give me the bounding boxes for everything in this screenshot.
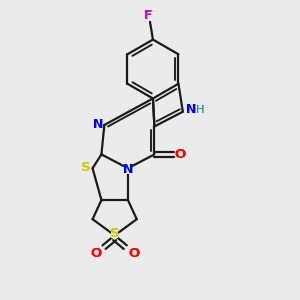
Bar [197, 106, 202, 113]
Text: S: S [110, 227, 119, 240]
Text: N: N [123, 163, 133, 176]
Text: O: O [90, 247, 101, 260]
Text: N: N [93, 118, 103, 131]
Text: S: S [110, 227, 119, 240]
Text: S: S [81, 161, 91, 174]
Text: H: H [196, 105, 204, 115]
Bar [94, 121, 101, 129]
Text: N: N [93, 118, 103, 131]
Text: N: N [186, 103, 196, 116]
Text: F: F [144, 9, 153, 22]
Bar [188, 106, 194, 113]
Bar [92, 250, 99, 257]
Bar [145, 12, 152, 19]
Text: O: O [174, 148, 186, 161]
Text: F: F [144, 9, 153, 22]
Text: O: O [90, 247, 101, 260]
Text: S: S [81, 161, 91, 174]
Text: H: H [196, 105, 205, 115]
Text: O: O [174, 148, 186, 161]
Text: O: O [128, 247, 140, 260]
Text: N: N [186, 103, 196, 116]
Bar [125, 166, 131, 174]
Bar [176, 151, 184, 158]
Bar [82, 164, 89, 172]
Bar [111, 230, 118, 238]
Text: O: O [128, 247, 140, 260]
Text: N: N [123, 163, 133, 176]
Bar [130, 250, 137, 257]
